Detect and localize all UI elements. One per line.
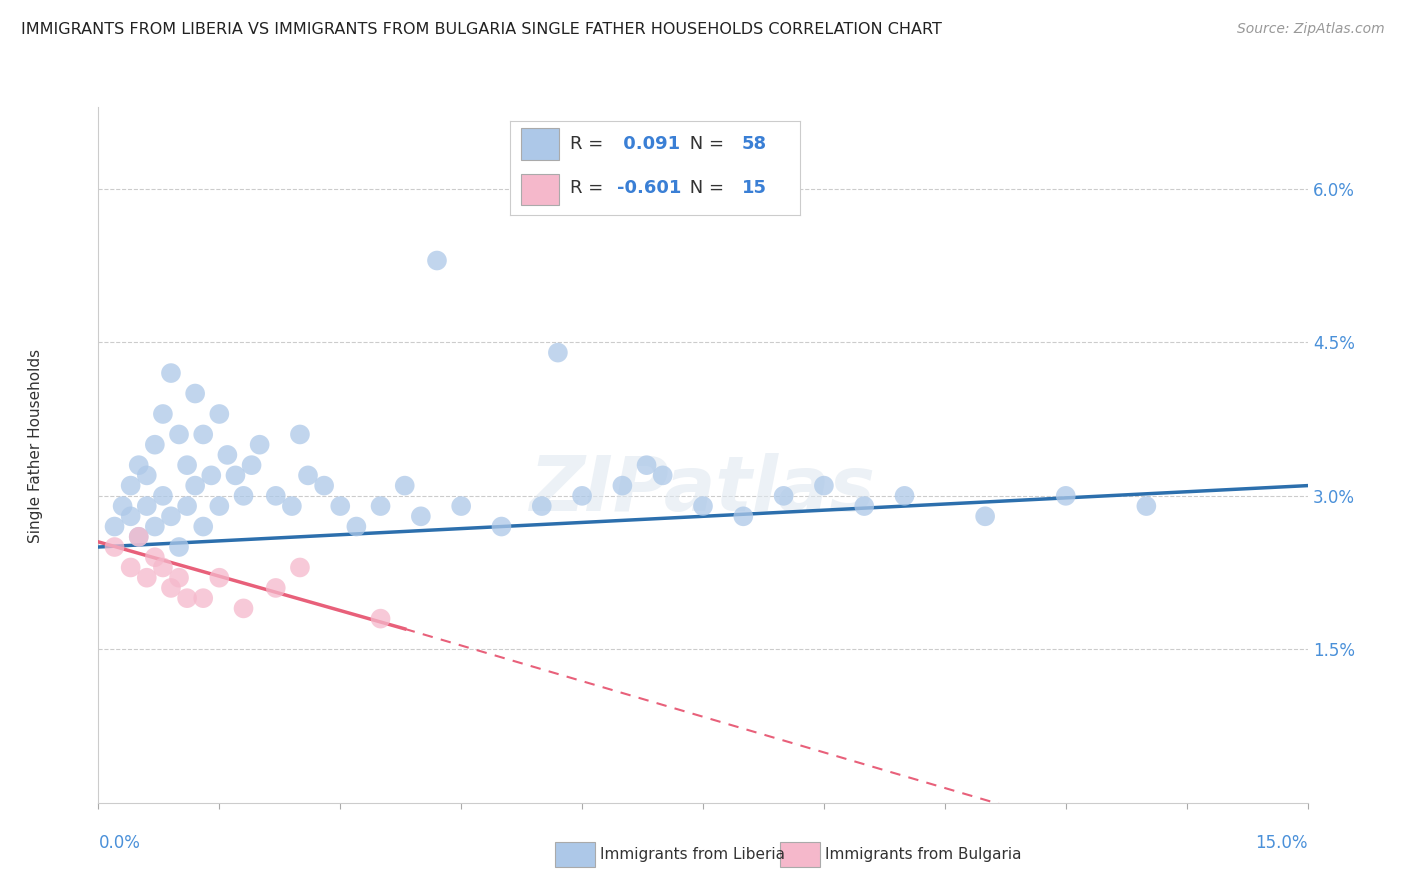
- Point: [974, 509, 997, 524]
- Point: [152, 407, 174, 421]
- Point: [160, 366, 183, 380]
- Point: [135, 499, 157, 513]
- Point: [288, 427, 311, 442]
- Point: [128, 530, 150, 544]
- Point: [143, 550, 166, 565]
- Point: [200, 468, 222, 483]
- Point: [344, 519, 367, 533]
- Point: [612, 478, 634, 492]
- Point: [143, 519, 166, 533]
- Point: [547, 345, 569, 359]
- Text: Immigrants from Liberia: Immigrants from Liberia: [600, 847, 786, 862]
- Text: Immigrants from Bulgaria: Immigrants from Bulgaria: [825, 847, 1022, 862]
- Point: [329, 499, 352, 513]
- Point: [530, 499, 553, 513]
- Point: [208, 407, 231, 421]
- Text: ZIPatlas: ZIPatlas: [530, 453, 876, 526]
- Text: IMMIGRANTS FROM LIBERIA VS IMMIGRANTS FROM BULGARIA SINGLE FATHER HOUSEHOLDS COR: IMMIGRANTS FROM LIBERIA VS IMMIGRANTS FR…: [21, 22, 942, 37]
- Point: [167, 540, 190, 554]
- Point: [281, 499, 304, 513]
- Point: [288, 560, 311, 574]
- Point: [450, 499, 472, 513]
- Point: [184, 386, 207, 401]
- Point: [232, 489, 254, 503]
- Point: [692, 499, 714, 513]
- Text: 0.0%: 0.0%: [98, 834, 141, 852]
- Point: [1054, 489, 1077, 503]
- Point: [314, 478, 336, 492]
- Point: [264, 581, 287, 595]
- Point: [120, 509, 142, 524]
- Point: [176, 591, 198, 606]
- Point: [853, 499, 876, 513]
- Point: [120, 478, 142, 492]
- Point: [370, 499, 392, 513]
- Point: [193, 519, 215, 533]
- Point: [893, 489, 915, 503]
- Point: [297, 468, 319, 483]
- Point: [152, 489, 174, 503]
- Point: [491, 519, 513, 533]
- Point: [135, 468, 157, 483]
- Point: [813, 478, 835, 492]
- Point: [571, 489, 593, 503]
- Point: [103, 519, 125, 533]
- Point: [103, 540, 125, 554]
- Point: [264, 489, 287, 503]
- Point: [232, 601, 254, 615]
- Point: [208, 499, 231, 513]
- Point: [1135, 499, 1157, 513]
- Point: [135, 571, 157, 585]
- Point: [120, 560, 142, 574]
- Point: [426, 253, 449, 268]
- Point: [167, 427, 190, 442]
- Point: [167, 571, 190, 585]
- Point: [636, 458, 658, 472]
- Point: [193, 591, 215, 606]
- Point: [111, 499, 134, 513]
- Point: [733, 509, 755, 524]
- Point: [240, 458, 263, 472]
- Point: [772, 489, 794, 503]
- Point: [651, 468, 673, 483]
- Text: Single Father Households: Single Father Households: [28, 349, 42, 543]
- Point: [184, 478, 207, 492]
- Point: [176, 499, 198, 513]
- Point: [128, 458, 150, 472]
- Point: [176, 458, 198, 472]
- Point: [152, 560, 174, 574]
- Point: [193, 427, 215, 442]
- Text: Source: ZipAtlas.com: Source: ZipAtlas.com: [1237, 22, 1385, 37]
- Point: [409, 509, 432, 524]
- Point: [208, 571, 231, 585]
- Point: [249, 438, 271, 452]
- Point: [160, 509, 183, 524]
- Point: [224, 468, 246, 483]
- Point: [370, 612, 392, 626]
- Point: [394, 478, 416, 492]
- Point: [160, 581, 183, 595]
- Point: [143, 438, 166, 452]
- Point: [128, 530, 150, 544]
- Point: [217, 448, 239, 462]
- Text: 15.0%: 15.0%: [1256, 834, 1308, 852]
